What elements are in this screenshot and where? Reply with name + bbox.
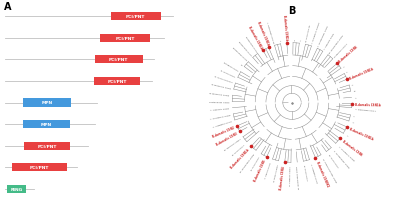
Text: A. mellifera CSN2: A. mellifera CSN2 [209,114,230,119]
Text: B: B [354,90,356,91]
Text: A. gambiae CSN1: A. gambiae CSN1 [354,108,376,111]
Text: B.dorsalis CSN4: B.dorsalis CSN4 [280,165,286,189]
Text: B. mori CSN4: B. mori CSN4 [304,164,308,180]
Text: B.dorsalis CSN5: B.dorsalis CSN5 [254,159,267,182]
Text: PCI/PNT: PCI/PNT [108,80,127,83]
Text: B.dorsalis CSN1b: B.dorsalis CSN1b [355,102,380,107]
Text: C: C [352,122,354,123]
Text: MPN: MPN [41,123,52,126]
Text: B.dorsalis CSN1b: B.dorsalis CSN1b [282,15,288,41]
Text: PCI/PNT: PCI/PNT [126,15,146,19]
Text: PCI/PNT: PCI/PNT [38,144,57,148]
Text: H.sapiens CSN1: H.sapiens CSN1 [334,43,348,58]
Text: A: A [343,66,345,68]
Bar [95,56,143,64]
Text: PCI/PNT: PCI/PNT [30,165,49,169]
Text: T: T [279,40,280,42]
Text: A. mellifera CSN6: A. mellifera CSN6 [338,145,354,160]
Text: B. mori CSN2: B. mori CSN2 [220,69,235,77]
Text: castaneum CSN2: castaneum CSN2 [209,101,229,103]
Text: A: A [4,2,12,12]
Text: B. mori CSN5: B. mori CSN5 [251,156,260,170]
Text: B.dorsalis CSN1b: B.dorsalis CSN1b [349,67,374,80]
Text: C. capitata CSN2: C. capitata CSN2 [212,121,232,128]
Bar [23,120,70,129]
Text: M. domestica CSN5: M. domestica CSN5 [240,153,255,172]
Text: PCI/PNT: PCI/PNT [109,58,128,62]
Text: M. domestica CSN4: M. domestica CSN4 [297,165,300,188]
Text: B.dorsalis CSN4: B.dorsalis CSN4 [232,47,246,61]
Text: MPN: MPN [42,101,53,105]
Text: B.dorsalis CSN4: B.dorsalis CSN4 [245,36,256,52]
Bar [7,185,26,193]
Text: PCI/PNT: PCI/PNT [115,37,135,41]
Text: B.dorsalis CSN2: B.dorsalis CSN2 [212,126,235,138]
Text: B: B [288,6,296,16]
Text: B. mori CSN1b: B. mori CSN1b [306,25,310,42]
Text: T. castaneum CSN6: T. castaneum CSN6 [333,150,349,168]
Text: C: C [352,84,354,85]
Text: H. sapiens CSN4: H. sapiens CSN4 [290,166,292,185]
Text: B. dorsalis CSN4: B. dorsalis CSN4 [224,138,241,151]
Text: B.dorsalis CSN6: B.dorsalis CSN6 [341,139,362,156]
Text: B.tabaci CSN2: B.tabaci CSN2 [223,62,238,71]
Text: M.muscula CSN4: M.muscula CSN4 [211,84,231,89]
Text: B.dorsalis CSN2: B.dorsalis CSN2 [238,41,251,56]
Text: D: D [240,64,242,66]
Text: C. capitata CSN9: C. capitata CSN9 [310,163,317,182]
Text: B.dorsalis CSN3: B.dorsalis CSN3 [215,132,238,146]
Text: B. mori CSN2X1: B. mori CSN2X1 [214,76,233,83]
Text: T: T [347,71,348,73]
Text: B. mori CSN1: B. mori CSN1 [232,144,245,155]
Text: A. aegypti CSN2: A. aegypti CSN2 [210,108,230,111]
Text: D. melanogaster CSN8: D. melanogaster CSN8 [322,157,336,182]
Bar [24,142,70,150]
Text: T: T [353,116,355,117]
Text: B. tabaci CSN3: B. tabaci CSN3 [273,164,278,181]
Text: B.dorsalis CSN1b: B.dorsalis CSN1b [256,21,269,46]
Text: C: C [292,39,294,40]
Text: A. aegypti CSN1: A. aegypti CSN1 [324,33,335,50]
Text: RING: RING [10,187,22,191]
Bar [94,77,140,86]
Text: B.dorsalis CSN6: B.dorsalis CSN6 [338,45,358,63]
Bar [100,35,150,43]
Text: T. castaneum CSN1: T. castaneum CSN1 [318,25,329,47]
Bar [23,99,72,107]
Bar [111,13,161,21]
Text: A: A [346,135,348,137]
Text: M. domestica CSN1: M. domestica CSN1 [329,34,344,53]
Text: B.dorsalis CSN1b: B.dorsalis CSN1b [230,147,250,169]
Bar [12,163,67,171]
Text: B.dorsalis CSN1b: B.dorsalis CSN1b [247,25,263,49]
Text: B. mori CSN6: B. mori CSN6 [328,154,338,167]
Text: C. flavia CSN3: C. flavia CSN3 [266,162,272,178]
Text: A. mellifera CSN1b: A. mellifera CSN1b [312,22,320,44]
Text: A: A [354,97,356,98]
Text: A. gambiae CSN1b: A. gambiae CSN1b [266,22,274,43]
Text: B.dorsalis CSN1b: B.dorsalis CSN1b [349,127,374,141]
Text: M.muscula CSN2: M.muscula CSN2 [210,92,230,96]
Text: B.dorsalis CSN9X1: B.dorsalis CSN9X1 [315,160,329,187]
Text: A: A [299,39,300,41]
